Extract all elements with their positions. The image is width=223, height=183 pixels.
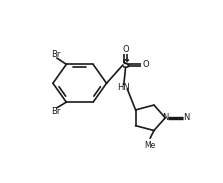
Text: O: O	[122, 45, 129, 54]
Text: S: S	[121, 58, 130, 71]
Text: Br: Br	[51, 50, 61, 59]
Text: HN: HN	[118, 83, 130, 92]
Text: O: O	[142, 60, 149, 69]
Text: Br: Br	[51, 107, 61, 116]
Text: N: N	[183, 113, 189, 122]
Text: Me: Me	[145, 141, 156, 150]
Text: N: N	[162, 113, 168, 122]
